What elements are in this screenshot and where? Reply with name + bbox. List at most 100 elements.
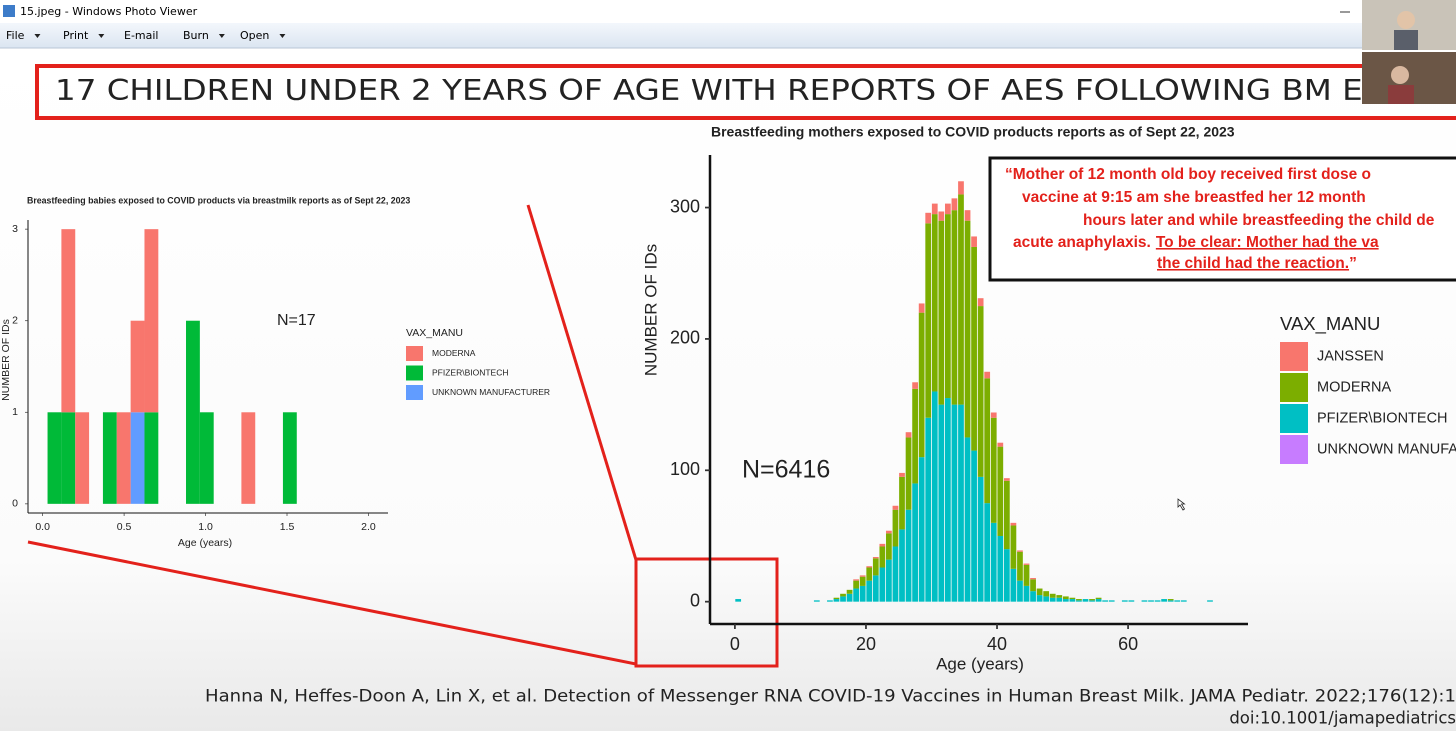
menu-item[interactable]: Print xyxy=(63,29,89,42)
dropdown-arrow[interactable] xyxy=(98,34,105,38)
bar xyxy=(1017,580,1023,602)
bar xyxy=(1108,600,1115,602)
bar xyxy=(931,203,938,215)
bar xyxy=(1003,549,1010,602)
participant-body xyxy=(1394,30,1418,50)
bar xyxy=(1180,600,1187,602)
menu-item[interactable]: Burn xyxy=(183,29,209,42)
y-tick-label: 100 xyxy=(670,459,700,479)
bar xyxy=(990,522,997,602)
bar xyxy=(735,599,742,602)
bar xyxy=(971,246,977,451)
bar xyxy=(853,588,860,602)
bar xyxy=(990,417,997,523)
bar xyxy=(1062,596,1069,600)
bar xyxy=(899,529,905,602)
callout-line xyxy=(27,540,637,666)
bar xyxy=(1003,480,1010,550)
bar xyxy=(918,303,925,313)
bar xyxy=(1043,591,1050,597)
bar xyxy=(833,599,840,602)
legend-title: VAX_MANU xyxy=(1280,313,1380,335)
bar xyxy=(840,596,846,602)
legend-key xyxy=(406,385,423,400)
bar xyxy=(1010,522,1017,526)
menu-item[interactable]: Open xyxy=(240,29,269,42)
bar xyxy=(1069,597,1076,600)
menu-item[interactable]: File xyxy=(6,29,25,42)
x-tick-label: 20 xyxy=(856,634,876,654)
bar xyxy=(938,220,945,405)
legend-key xyxy=(406,365,423,381)
bar xyxy=(925,417,932,602)
bar xyxy=(997,442,1004,447)
bar xyxy=(1089,599,1095,601)
dropdown-arrow[interactable] xyxy=(218,34,225,38)
quote-line: vaccine at 9:15 am she breastfed her 12 … xyxy=(1022,189,1366,206)
bar xyxy=(886,530,892,534)
bar xyxy=(872,558,879,576)
bar xyxy=(116,412,131,504)
legend-label: MODERNA xyxy=(432,348,476,358)
y-tick-label: 2 xyxy=(12,315,18,327)
quote-line: “Mother of 12 month old boy received fir… xyxy=(1005,166,1371,183)
bar xyxy=(1036,588,1043,596)
legend-label: PFIZER\BIONTECH xyxy=(432,367,509,377)
bar xyxy=(1102,600,1109,602)
bar xyxy=(144,229,159,413)
bar xyxy=(886,533,892,560)
bar xyxy=(918,312,925,458)
dropdown-arrow[interactable] xyxy=(34,34,41,38)
bar xyxy=(958,194,964,405)
bar xyxy=(75,412,90,504)
bar xyxy=(1030,578,1036,580)
bar xyxy=(1069,599,1076,602)
bar xyxy=(853,579,860,581)
quote-line: acute anaphylaxis. To be clear: Mother ha… xyxy=(1013,234,1379,251)
charts: Breastfeeding babies exposed to COVID pr… xyxy=(0,124,1456,674)
bar xyxy=(872,575,879,602)
bar xyxy=(938,211,945,221)
bar xyxy=(1167,600,1174,602)
bar xyxy=(1056,597,1063,602)
menu-item[interactable]: E-mail xyxy=(124,29,159,42)
bar xyxy=(1030,591,1036,602)
bar xyxy=(977,476,984,602)
menu-bar xyxy=(0,23,1456,48)
bar xyxy=(879,543,886,547)
x-tick-label: 60 xyxy=(1118,634,1138,654)
slide-title: 17 CHILDREN UNDER 2 YEARS OF AGE WITH RE… xyxy=(55,74,1385,107)
x-tick-label: 2.0 xyxy=(361,521,376,533)
quote-underlined: the child had the reaction. xyxy=(1157,255,1349,272)
app-icon xyxy=(3,5,15,17)
bar xyxy=(990,412,997,418)
bar xyxy=(912,483,918,602)
y-tick-label: 1 xyxy=(12,406,18,418)
dropdown-arrow[interactable] xyxy=(279,34,286,38)
bar xyxy=(899,472,905,477)
title-bar xyxy=(0,0,1456,23)
y-tick-label: 3 xyxy=(12,223,18,235)
bar xyxy=(144,412,159,504)
bar xyxy=(971,236,977,247)
bar xyxy=(977,306,984,477)
legend-label: PFIZER\BIONTECH xyxy=(1317,410,1448,426)
bar xyxy=(866,580,873,602)
chart-title: Breastfeeding babies exposed to COVID pr… xyxy=(27,195,410,205)
bar xyxy=(102,412,117,504)
quote-text: ” xyxy=(1349,255,1357,272)
bar xyxy=(1003,478,1010,481)
bar xyxy=(61,412,76,504)
bar xyxy=(47,412,62,504)
bar xyxy=(984,503,991,602)
participant-body xyxy=(1388,85,1414,104)
bar xyxy=(1010,525,1017,569)
bar xyxy=(859,575,866,577)
x-tick-label: 0 xyxy=(730,634,740,654)
bar xyxy=(1161,599,1167,602)
bar xyxy=(879,546,886,568)
bar xyxy=(984,371,991,379)
bar xyxy=(1043,596,1050,602)
bar xyxy=(1056,595,1063,598)
